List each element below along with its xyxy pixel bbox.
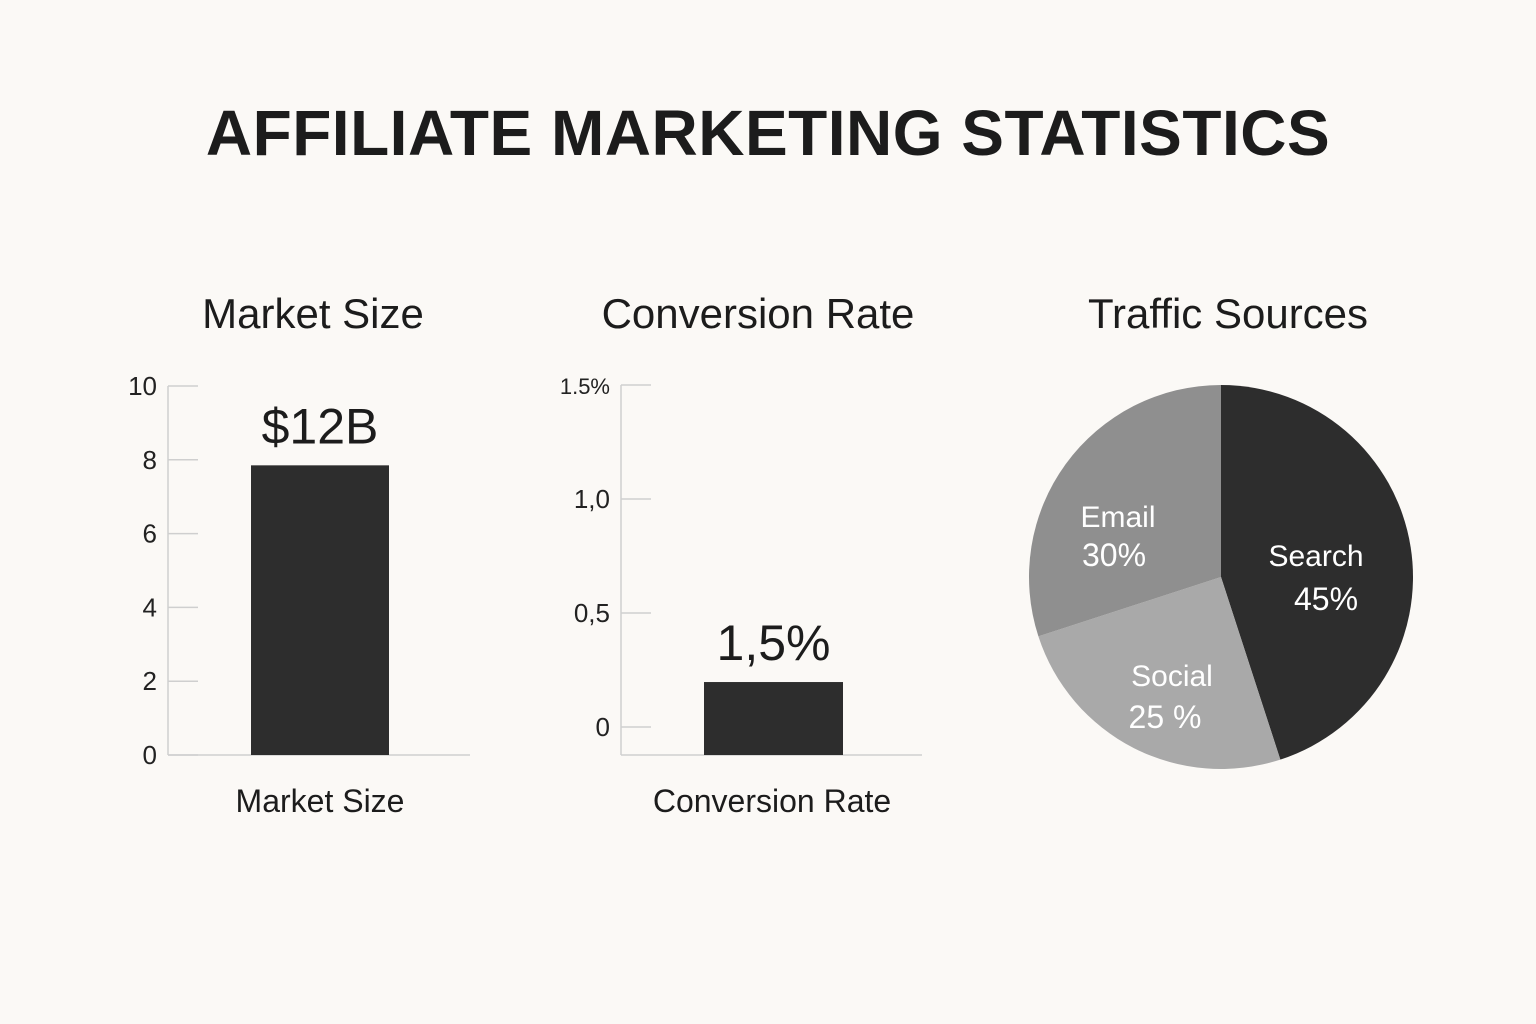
chart1-tick-label: 0: [143, 740, 157, 770]
chart1-tick-label: 6: [143, 519, 157, 549]
pie-value-social: 25 %: [1129, 699, 1202, 735]
chart2-data-label: 1,5%: [717, 615, 831, 671]
pie-label-email: Email: [1080, 501, 1155, 534]
pie-label-search: Search: [1268, 540, 1363, 573]
chart2-tick-label: 1,0: [574, 484, 610, 514]
pie-slice-search: [1221, 385, 1413, 760]
chart1-tick-label: 10: [128, 371, 157, 401]
chart2-category-label: Conversion Rate: [653, 783, 891, 819]
chart1-title: Market Size: [202, 290, 424, 337]
pie-value-search: 45%: [1294, 581, 1358, 617]
chart1-data-label: $12B: [262, 398, 379, 454]
pie-slice-email: [1029, 385, 1221, 637]
chart3-title: Traffic Sources: [1088, 290, 1368, 337]
chart2-tick-label: 0: [596, 712, 610, 742]
chart1-tick-label: 4: [143, 592, 157, 622]
chart2-bar: [704, 682, 843, 755]
pie-label-social: Social: [1131, 660, 1213, 693]
page-title: AFFILIATE MARKETING STATISTICS: [205, 97, 1331, 169]
chart1-category-label: Market Size: [236, 783, 405, 819]
pie-value-email: 30%: [1082, 537, 1146, 573]
chart1-bar: [251, 465, 389, 755]
chart2-title: Conversion Rate: [602, 290, 915, 337]
chart1-tick-label: 2: [143, 666, 157, 696]
chart2-tick-label: 1.5%: [560, 374, 610, 399]
chart1-tick-label: 8: [143, 445, 157, 475]
chart2-tick-label: 0,5: [574, 598, 610, 628]
pie-slice-social: [1038, 577, 1281, 769]
